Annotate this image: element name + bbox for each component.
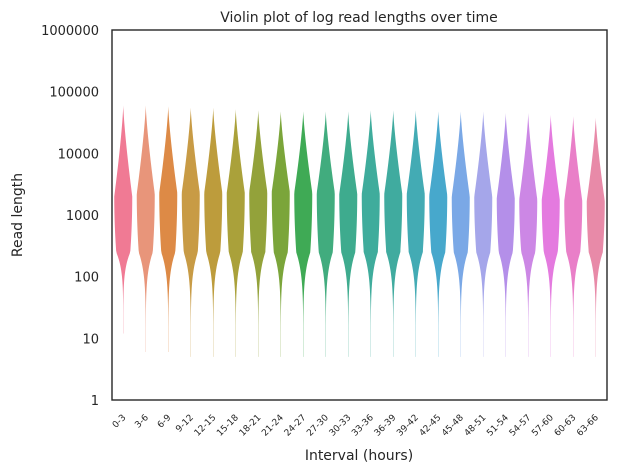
y-axis-ticks: 1 10 100 1000 10000 100000 1000000 [41, 24, 99, 409]
chart-title: Violin plot of log read lengths over tim… [220, 10, 498, 26]
y-tick-label: 100 [74, 271, 99, 286]
plot-frame [111, 29, 608, 401]
violin-group [114, 105, 605, 357]
violin-30-33 [339, 111, 358, 357]
violin-18-21 [249, 110, 268, 357]
y-tick-label: 10 [82, 332, 99, 347]
violin-36-39 [384, 110, 403, 357]
x-axis-label: Interval (hours) [305, 448, 413, 464]
violin-6-9 [159, 106, 178, 353]
violin-42-45 [429, 111, 448, 357]
violin-24-27 [294, 111, 313, 357]
y-tick-label: 1 [91, 394, 99, 409]
violin-39-42 [406, 110, 425, 357]
violin-9-12 [181, 107, 200, 357]
violin-12-15 [204, 107, 223, 357]
violin-21-24 [271, 111, 290, 357]
violin-57-60 [541, 114, 560, 357]
y-tick-label: 1000 [66, 209, 99, 224]
violin-48-51 [474, 111, 493, 357]
violin-54-57 [519, 113, 538, 357]
y-axis-label: Read length [10, 173, 26, 257]
violin-63-66 [586, 117, 605, 357]
violin-0-3 [114, 105, 133, 334]
violin-45-48 [451, 111, 470, 357]
y-tick-label: 100000 [49, 86, 99, 101]
violin-33-36 [361, 110, 380, 357]
y-tick-label: 10000 [58, 147, 99, 162]
violin-60-63 [564, 116, 583, 357]
violin-3-6 [136, 105, 155, 353]
violin-27-30 [316, 111, 335, 357]
y-tick-label: 1000000 [41, 24, 99, 39]
violin-51-54 [496, 113, 515, 357]
violin-15-18 [226, 109, 245, 357]
